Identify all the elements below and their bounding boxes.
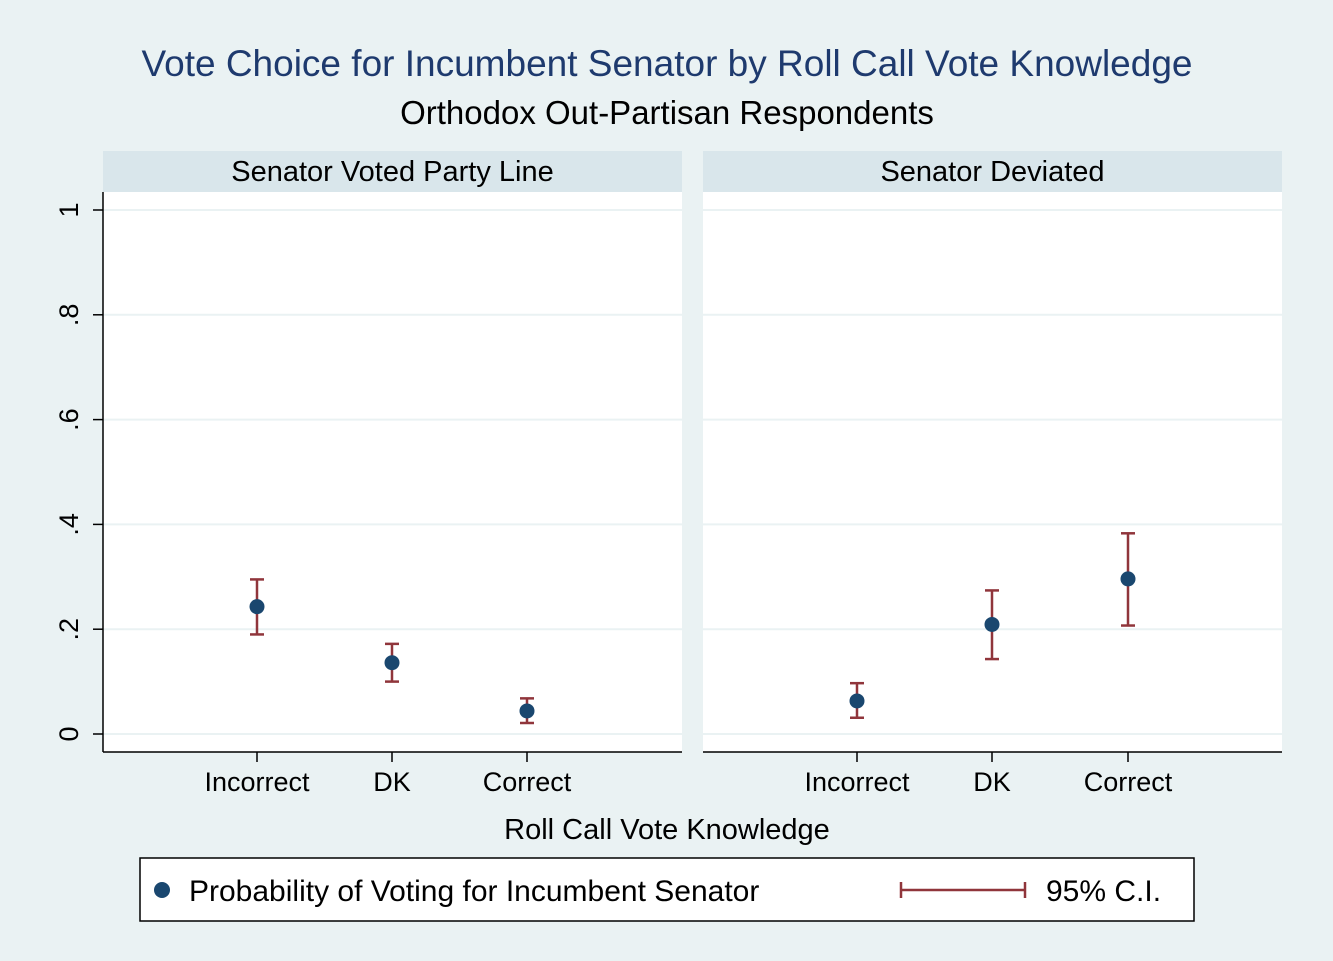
y-tick-label-4: .8 xyxy=(54,304,84,327)
data-point-0-2 xyxy=(519,703,535,719)
data-point-1-0 xyxy=(849,693,865,709)
chart-title: Vote Choice for Incumbent Senator by Rol… xyxy=(141,43,1192,84)
data-point-0-0 xyxy=(249,599,265,615)
panel-header-1 xyxy=(703,151,1282,192)
data-point-0-1 xyxy=(384,655,400,671)
y-tick-label-1: .2 xyxy=(54,618,84,641)
legend-point-label: Probability of Voting for Incumbent Sena… xyxy=(189,875,759,908)
panel-header-0 xyxy=(103,151,682,192)
x-tick-label-1-2: Correct xyxy=(1084,767,1173,797)
legend-point-marker xyxy=(154,882,170,898)
y-tick-label-0: 0 xyxy=(54,726,84,741)
x-tick-label-0-1: DK xyxy=(373,767,411,797)
x-tick-label-0-2: Correct xyxy=(483,767,572,797)
plot-area-1 xyxy=(703,192,1282,752)
x-tick-label-1-1: DK xyxy=(973,767,1011,797)
chart-subtitle: Orthodox Out-Partisan Respondents xyxy=(400,94,934,131)
panel-header-label-1: Senator Deviated xyxy=(880,156,1104,188)
x-tick-label-1-0: Incorrect xyxy=(804,767,910,797)
legend-interval-label: 95% C.I. xyxy=(1046,875,1161,908)
panel-1: Senator Deviated Incorrect DK Correct xyxy=(703,151,1282,797)
y-tick-label-3: .6 xyxy=(54,408,84,431)
data-point-1-1 xyxy=(984,616,1000,632)
y-tick-label-2: .4 xyxy=(54,513,84,536)
panel-0: Senator Voted Party Line Incorrect DK Corre… xyxy=(103,151,682,797)
legend: Probability of Voting for Incumbent Sena… xyxy=(139,857,1195,922)
panel-header-label-0: Senator Voted Party Line xyxy=(231,156,553,188)
x-tick-label-0-0: Incorrect xyxy=(204,767,310,797)
data-point-1-2 xyxy=(1120,571,1136,587)
panels-group: Senator Voted Party Line Incorrect DK Corre… xyxy=(54,151,1282,797)
x-axis-label: Roll Call Vote Knowledge xyxy=(504,814,830,846)
y-tick-label-5: 1 xyxy=(54,202,84,217)
